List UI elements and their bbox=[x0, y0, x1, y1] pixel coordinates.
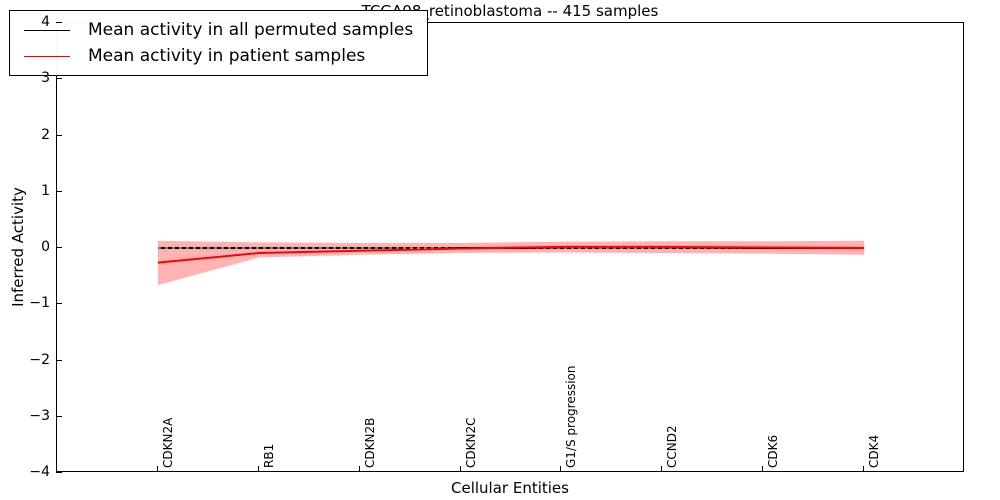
y-tick-label: 4 bbox=[41, 14, 50, 30]
y-tick-mark bbox=[56, 359, 62, 361]
series-line bbox=[157, 245, 865, 264]
plot-canvas bbox=[157, 240, 865, 286]
legend-line-icon-patient bbox=[24, 55, 70, 57]
y-tick-mark bbox=[56, 134, 62, 136]
x-tick-mark bbox=[459, 466, 461, 472]
x-tick-label: CDKN2C bbox=[463, 417, 478, 468]
x-tick-mark bbox=[661, 466, 663, 472]
y-tick-label: −4 bbox=[29, 464, 50, 480]
y-tick-label: 2 bbox=[41, 126, 50, 143]
x-tick-label: CDKN2A bbox=[160, 417, 175, 468]
legend-entry-patient: Mean activity in patient samples bbox=[18, 43, 413, 69]
x-axis-label: Cellular Entities bbox=[451, 479, 569, 497]
chart-title: TCGA08_retinoblastoma -- 415 samples bbox=[361, 2, 659, 20]
y-tick-mark bbox=[56, 303, 62, 305]
y-tick-mark bbox=[56, 472, 62, 473]
y-tick-mark bbox=[56, 78, 62, 80]
x-tick-label: RB1 bbox=[261, 443, 276, 468]
x-tick-mark bbox=[560, 466, 562, 472]
x-tick-mark bbox=[863, 466, 865, 472]
x-tick-mark bbox=[156, 466, 158, 472]
x-tick-mark bbox=[358, 466, 360, 472]
y-tick-mark bbox=[56, 190, 62, 192]
y-tick-mark bbox=[56, 415, 62, 417]
y-tick-label: 0 bbox=[41, 239, 50, 255]
plot-area bbox=[56, 22, 964, 472]
y-tick-mark bbox=[56, 22, 62, 23]
series-line-layer bbox=[157, 245, 865, 264]
x-tick-label: CCND2 bbox=[665, 425, 680, 468]
legend-line-icon-permuted bbox=[24, 29, 70, 31]
y-tick-mark bbox=[56, 247, 62, 248]
y-tick-label: −3 bbox=[29, 407, 50, 424]
y-tick-label: 1 bbox=[41, 182, 50, 199]
y-tick-label: −1 bbox=[29, 295, 50, 312]
x-tick-mark bbox=[257, 466, 259, 472]
x-tick-mark bbox=[762, 466, 764, 472]
y-tick-label: 3 bbox=[41, 70, 50, 87]
legend-label-patient: Mean activity in patient samples bbox=[88, 46, 366, 66]
legend-entry-permuted: Mean activity in all permuted samples bbox=[18, 17, 413, 43]
chart-legend: Mean activity in all permuted samples Me… bbox=[9, 10, 429, 76]
x-tick-label: CDKN2B bbox=[362, 417, 377, 468]
legend-label-permuted: Mean activity in all permuted samples bbox=[88, 20, 414, 40]
x-tick-label: CDK6 bbox=[766, 434, 781, 468]
x-tick-label: CDK4 bbox=[867, 434, 882, 468]
x-tick-label: G1/S progression bbox=[564, 365, 579, 469]
y-tick-label: −2 bbox=[29, 351, 50, 368]
